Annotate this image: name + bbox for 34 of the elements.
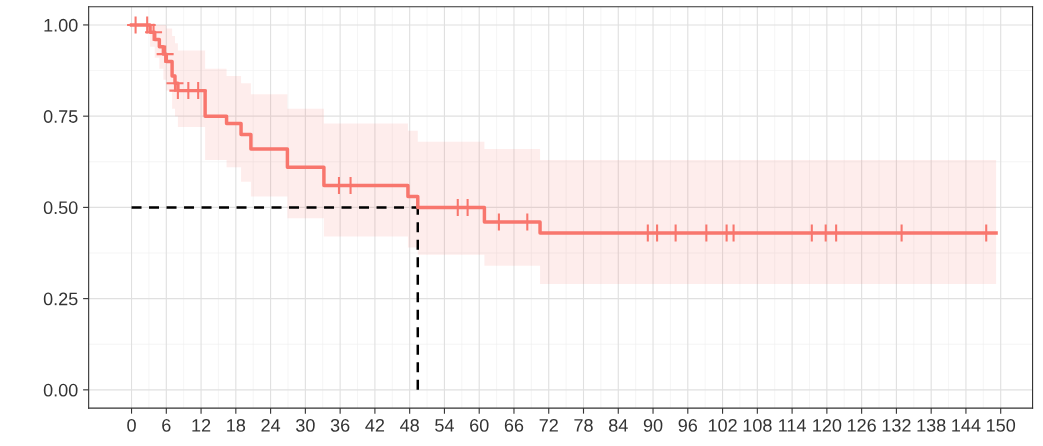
x-tick-label: 126 <box>847 418 876 432</box>
x-tick-label: 54 <box>435 419 454 432</box>
y-tick-label: 0.50 <box>43 201 78 215</box>
x-tick-label: 60 <box>470 418 489 432</box>
point <box>144 22 164 42</box>
x-tick-label: 30 <box>296 418 315 432</box>
x-tick-label: 144 <box>952 419 981 432</box>
x-tick-label: 72 <box>539 418 558 432</box>
x-tick-label: 132 <box>882 418 911 432</box>
point <box>165 73 185 93</box>
point <box>155 44 175 64</box>
y-tick-label: 1.00 <box>44 18 78 32</box>
x-tick-label: 120 <box>813 418 842 432</box>
x-tick-label: 138 <box>917 418 946 432</box>
x-tick-label: 24 <box>261 418 281 432</box>
x-tick-label: 96 <box>678 418 698 432</box>
x-tick-label: 90 <box>643 418 663 432</box>
x-tick-label: 36 <box>330 418 350 432</box>
x-tick-label: 18 <box>227 418 246 432</box>
y-tick-label: 0.25 <box>43 292 78 306</box>
y-tick-label: 0.75 <box>43 110 78 123</box>
x-tick-label: 0 <box>127 418 136 432</box>
x-tick-label: 42 <box>365 418 385 432</box>
x-tick-label: 66 <box>504 418 524 432</box>
y-tick-label: 0.00 <box>43 383 78 397</box>
x-tick-label: 48 <box>400 418 419 432</box>
x-tick-label: 6 <box>162 418 171 432</box>
x-tick-label: 108 <box>743 418 772 432</box>
x-tick-label: 78 <box>574 418 593 432</box>
x-tick-label: 150 <box>987 418 1016 432</box>
x-tick-label: 114 <box>779 419 806 432</box>
x-tick-label: 102 <box>708 418 737 432</box>
x-tick-label: 84 <box>609 418 628 432</box>
x-tick-label: 12 <box>192 418 211 432</box>
